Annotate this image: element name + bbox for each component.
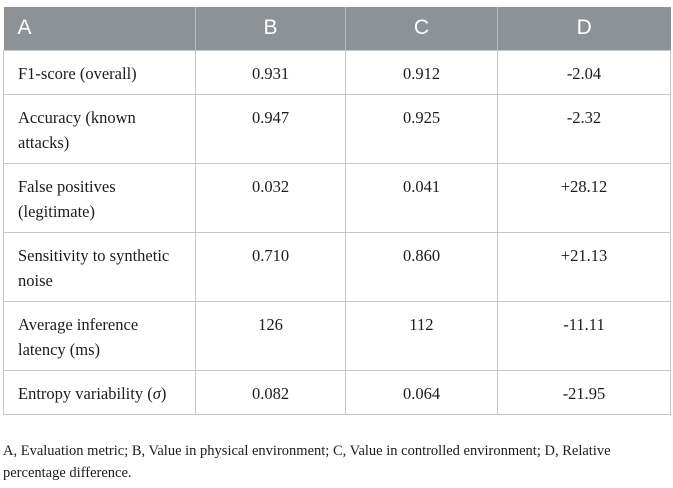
- cell-value-b: 0.032: [195, 162, 346, 233]
- cell-metric: F1-score (overall): [3, 49, 196, 95]
- cell-value-d: -11.11: [497, 300, 671, 371]
- cell-value-d: -2.04: [497, 49, 671, 95]
- column-header-d: D: [497, 7, 671, 50]
- column-header-a: A: [3, 7, 196, 50]
- cell-metric: Average inference latency (ms): [3, 300, 196, 371]
- cell-metric: False positives (legitimate): [3, 162, 196, 233]
- cell-value-d: +28.12: [497, 162, 671, 233]
- table-row: Sensitivity to synthetic noise 0.710 0.860…: [3, 231, 671, 302]
- table-row: F1-score (overall) 0.931 0.912 -2.04: [3, 49, 671, 95]
- table-row: Accuracy (known attacks) 0.947 0.925 -2.32: [3, 93, 671, 164]
- table-row: False positives (legitimate) 0.032 0.041 +2…: [3, 162, 671, 233]
- cell-value-b: 0.082: [195, 369, 346, 415]
- cell-value-c: 0.912: [345, 49, 498, 95]
- column-header-c: C: [345, 7, 498, 50]
- column-header-b: B: [195, 7, 346, 50]
- cell-value-c: 112: [345, 300, 498, 371]
- cell-value-c: 0.860: [345, 231, 498, 302]
- cell-value-b: 0.931: [195, 49, 346, 95]
- cell-value-d: -2.32: [497, 93, 671, 164]
- cell-value-c: 0.925: [345, 93, 498, 164]
- cell-metric: Entropy variability (σ): [3, 369, 196, 415]
- cell-value-b: 0.710: [195, 231, 346, 302]
- cell-value-c: 0.041: [345, 162, 498, 233]
- cell-value-c: 0.064: [345, 369, 498, 415]
- table-row: Entropy variability (σ) 0.082 0.064 -21.95: [3, 369, 671, 415]
- table-body: F1-score (overall) 0.931 0.912 -2.04 Accurac…: [3, 49, 671, 415]
- cell-value-b: 0.947: [195, 93, 346, 164]
- table-row: Average inference latency (ms) 126 112 -11.…: [3, 300, 671, 371]
- cell-metric: Sensitivity to synthetic noise: [3, 231, 196, 302]
- table-footnote: A, Evaluation metric; B, Value in physic…: [3, 443, 611, 481]
- cell-value-b: 126: [195, 300, 346, 371]
- cell-value-d: +21.13: [497, 231, 671, 302]
- cell-value-d: -21.95: [497, 369, 671, 415]
- cell-metric: Accuracy (known attacks): [3, 93, 196, 164]
